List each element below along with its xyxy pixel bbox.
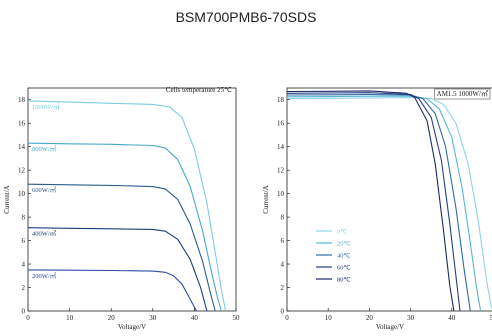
y-tick-label: 4 — [22, 261, 26, 269]
plot-frame — [27, 87, 237, 312]
y-tick-label: 2 — [281, 284, 285, 292]
x-tick-label: 0 — [285, 314, 289, 322]
x-tick-label: 30 — [149, 314, 157, 322]
y-tick-label: 6 — [22, 237, 26, 245]
legend-entry: 80℃ — [337, 277, 352, 284]
x-tick-label: 50 — [233, 314, 241, 322]
series-line-3 — [27, 183, 216, 312]
y-tick-label: 2 — [22, 284, 26, 292]
x-axis-label: Voltage/V — [118, 323, 146, 331]
series-line-5 — [27, 269, 197, 312]
x-axis-label: Voltage/V — [376, 323, 404, 331]
legend-entry: 60℃ — [337, 265, 352, 272]
series-line-1 — [27, 100, 227, 312]
y-tick-label: 4 — [281, 261, 285, 269]
y-tick-label: 10 — [18, 190, 26, 198]
y-tick-label: 0 — [22, 308, 26, 316]
y-tick-label: 18 — [277, 96, 285, 104]
series-label: 800W/㎡ — [32, 144, 57, 153]
y-tick-label: 16 — [18, 120, 26, 128]
series-label: 400W/㎡ — [32, 229, 57, 238]
series-line-3 — [286, 93, 471, 312]
x-tick-label: 0 — [26, 314, 30, 322]
y-tick-label: 8 — [22, 214, 26, 222]
series-label: 600W/㎡ — [32, 185, 57, 194]
series-label: 200W/㎡ — [32, 271, 57, 280]
x-tick-label: 40 — [448, 314, 456, 322]
y-tick-label: 14 — [277, 143, 285, 151]
chart-annotation: Cells temperature 25℃ — [166, 86, 232, 94]
x-tick-label: 20 — [366, 314, 374, 322]
series-line-2 — [286, 95, 482, 312]
x-tick-label: 30 — [407, 314, 415, 322]
x-tick-label: 40 — [191, 314, 199, 322]
y-tick-label: 0 — [281, 308, 285, 316]
series-line-1 — [286, 97, 492, 310]
legend-entry: 20℃ — [337, 241, 352, 248]
legend-entry: 40℃ — [337, 253, 352, 260]
y-tick-label: 18 — [18, 96, 26, 104]
y-tick-label: 16 — [277, 120, 285, 128]
annotation-box — [434, 88, 491, 100]
series-line-2 — [27, 142, 222, 312]
chart-1: 0 10 20 30 40 50 0 2 4 6 8 10 12 14 16 18 Voltage/V Curre… — [3, 86, 240, 331]
series-label: 1000W/㎡ — [32, 102, 60, 111]
x-tick-label: 10 — [66, 314, 74, 322]
y-tick-label: 8 — [281, 214, 285, 222]
series-line-5 — [286, 90, 455, 312]
y-axis-label: Current/A — [262, 185, 270, 213]
y-tick-label: 14 — [18, 143, 26, 151]
plot-frame — [286, 87, 492, 312]
y-axis-label: Current/A — [3, 185, 11, 213]
chart-page-title: BSM700PMB6-70SDS — [175, 9, 317, 25]
series-line-4 — [286, 92, 461, 312]
y-tick-label: 12 — [277, 167, 285, 175]
legend-entry: 0℃ — [337, 229, 348, 236]
x-tick-label: 50 — [490, 314, 492, 322]
x-tick-label: 20 — [108, 314, 116, 322]
series-line-4 — [27, 227, 208, 312]
y-tick-label: 10 — [277, 190, 285, 198]
chart-2: 0 10 20 30 40 50 0 2 4 6 8 10 12 14 16 18 Voltage/V Curre… — [262, 87, 492, 331]
x-tick-label: 10 — [325, 314, 333, 322]
chart-annotation: AM1.5 1000W/㎡ — [437, 90, 488, 98]
y-tick-label: 6 — [281, 237, 285, 245]
y-tick-label: 12 — [18, 167, 26, 175]
